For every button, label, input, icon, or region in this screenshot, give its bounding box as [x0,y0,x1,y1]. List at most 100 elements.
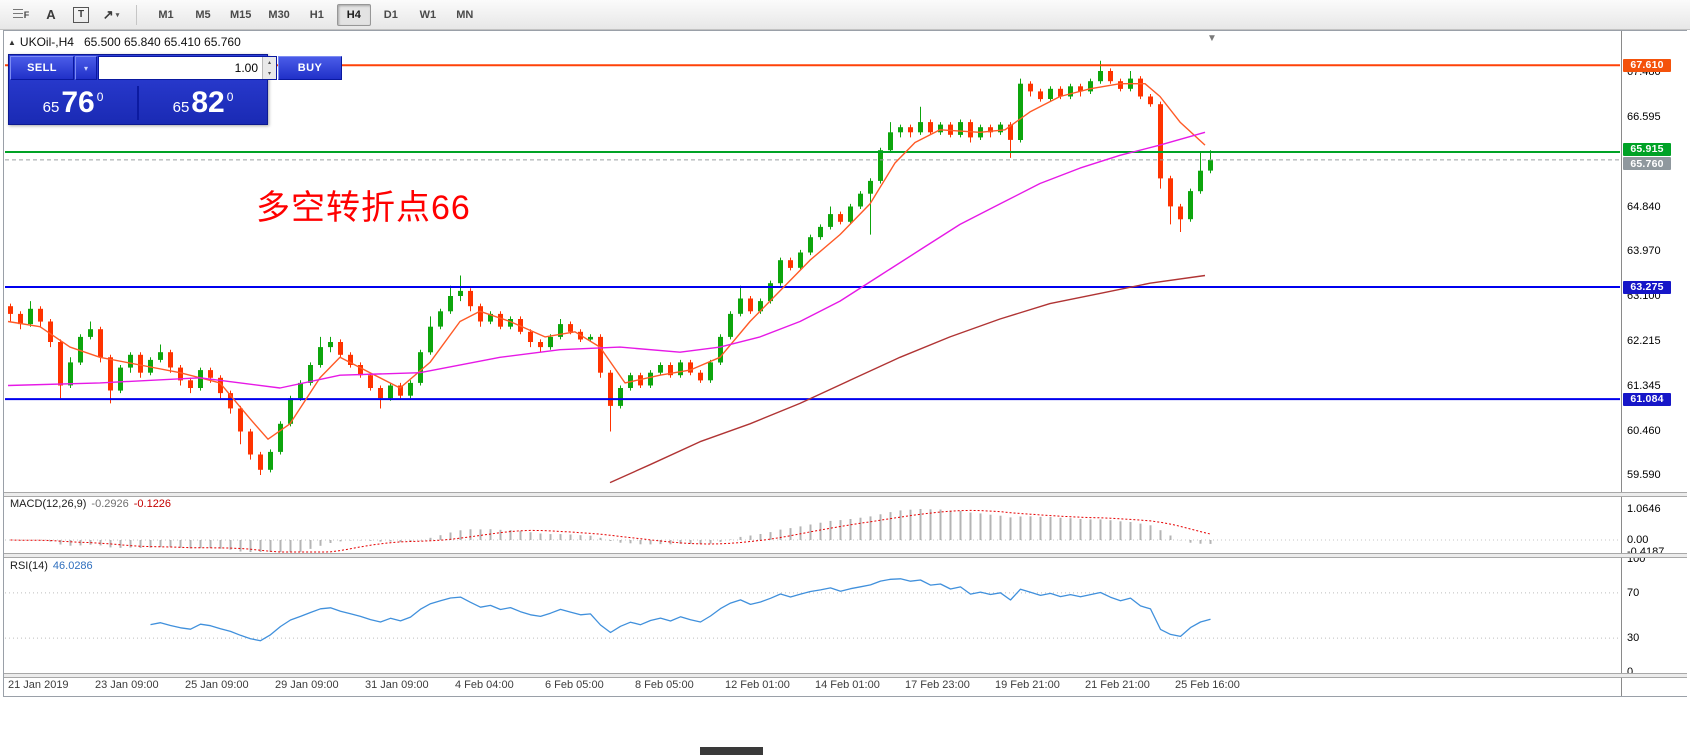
price-badge-65.760: 65.760 [1623,157,1671,171]
price-badge-61.084: 61.084 [1623,392,1671,406]
macd-indicator-label: MACD(12,26,9) -0.2926 -0.1226 [10,498,171,510]
candle-body [678,362,683,376]
text-tool-icon[interactable]: A [38,4,64,26]
sell-price-sup: 0 [96,89,104,104]
price-axis-label: 64.840 [1627,200,1661,213]
timeframe-button-m5[interactable]: M5 [195,8,211,21]
candle-body [418,352,423,383]
candle-body [1048,88,1053,99]
candle-body [868,180,873,194]
candle-body [58,342,63,386]
text-tool-glyph: A [46,7,56,22]
candle-body [848,206,853,222]
fib-letter: F [23,10,30,20]
price-badge-67.610: 67.610 [1623,58,1671,72]
collapse-panel-icon[interactable]: ▲ [8,37,16,47]
time-axis-label: 12 Feb 01:00 [725,679,790,691]
volume-input[interactable] [99,57,262,79]
arrows-tool-icon[interactable]: ↗ ▾ [98,4,124,26]
candle-body [128,354,133,368]
pane-divider[interactable] [4,553,1687,558]
candle-body [358,365,363,376]
candle-body [428,326,433,353]
candle-body [768,283,773,302]
candle-body [488,313,493,322]
time-axis-label: 21 Feb 21:00 [1085,679,1150,691]
candle-body [1088,81,1093,92]
fib-lines-glyph [12,9,23,20]
time-axis-label: 25 Feb 16:00 [1175,679,1240,691]
buy-price-big: 82 [191,86,225,119]
candle-body [828,214,833,227]
volume-spinner: ▴ ▾ [262,57,276,79]
price-axis-label: 61.345 [1627,379,1661,392]
candle-body [798,252,803,268]
buy-price-sup: 0 [226,89,234,104]
candle-body [158,352,163,360]
candle-body [388,385,393,399]
buy-price[interactable]: 65 82 0 [139,88,267,118]
time-axis-label: 6 Feb 05:00 [545,679,604,691]
time-axis[interactable]: 21 Jan 2019 23 Jan 09:00 25 Jan 09:00 29 Ja… [4,677,1620,696]
time-axis-label: 17 Feb 23:00 [905,679,970,691]
candle-body [538,342,543,348]
sell-price[interactable]: 65 76 0 [9,88,137,118]
price-axis-label: 59.590 [1627,469,1661,482]
ma-medium-line [7,131,1206,389]
candle-body [1118,81,1123,89]
candle-body [878,150,883,181]
volume-increase-button[interactable]: ▴ [267,59,271,66]
chart-shift-marker-icon[interactable]: ▼ [1207,33,1217,44]
candle-body [438,311,443,327]
timeframe-button-m15[interactable]: M15 [230,8,252,21]
sell-button[interactable]: SELL [10,56,74,80]
candle-body [928,122,933,133]
sell-price-small: 65 [42,99,60,116]
candle-body [958,122,963,135]
candle-body [908,127,913,133]
candle-body [198,370,203,388]
time-axis-label: 29 Jan 09:00 [275,679,339,691]
volume-decrease-button[interactable]: ▾ [267,70,271,77]
candle-body [288,398,293,424]
timeframe-button-h1[interactable]: H1 [309,8,324,21]
candle-body [808,237,813,253]
pane-divider[interactable] [4,492,1687,497]
chart-annotation-text[interactable]: 多空转折点66 [256,189,471,227]
candle-body [348,354,353,365]
candle-body [1008,124,1013,140]
candle-body [668,365,673,376]
pane-divider[interactable] [4,673,1687,678]
timeframe-button-d1[interactable]: D1 [383,8,398,21]
macd-name: MACD(12,26,9) [10,498,87,510]
timeframe-button-m30[interactable]: M30 [268,8,290,21]
chevron-down-icon: ▾ [83,63,88,73]
candle-body [378,388,383,399]
candle-body [408,382,413,396]
volume-dropdown-button[interactable]: ▾ [75,56,97,80]
candle-body [948,124,953,135]
candle-body [468,290,473,307]
trade-controls-row: SELL ▾ ▴ ▾ BUY [9,55,342,81]
timeframe-button-m1[interactable]: M1 [158,8,174,21]
timeframe-button-mn[interactable]: MN [456,8,474,21]
price-axis[interactable]: 67.480 66.595 64.840 63.970 63.100 62.215 61.3… [1621,31,1688,696]
candle-body [118,367,123,391]
candle-body [988,127,993,133]
trade-prices-row: 65 76 0 65 82 0 [9,81,267,125]
timeframe-button-w1[interactable]: W1 [419,8,437,21]
fibonacci-tool-icon[interactable]: F [8,4,34,26]
candle-body [1068,86,1073,97]
candle-body [788,260,793,268]
candle-body [78,336,83,363]
candle-body [278,423,283,452]
buy-button[interactable]: BUY [278,56,342,80]
timeframe-button-h4[interactable]: H4 [336,3,371,26]
candle-body [858,193,863,207]
text-label-tool-icon[interactable]: T [68,4,94,26]
candle-body [968,122,973,138]
candle-body [1158,104,1163,179]
candle-body [778,260,783,284]
candle-body [1188,191,1193,220]
candle-body [68,362,73,386]
